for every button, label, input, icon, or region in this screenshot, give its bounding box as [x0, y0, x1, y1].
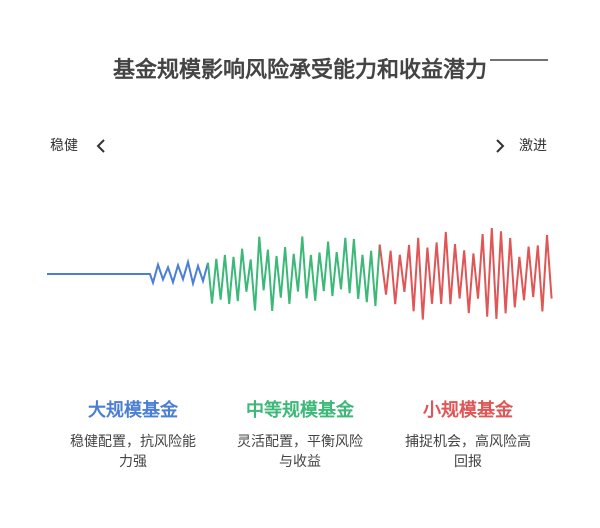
column-description: 捕捉机会，高风险高回报 — [405, 434, 531, 470]
wave-low — [47, 258, 209, 288]
right-chevron — [496, 139, 505, 153]
title: 基金规模影响风险承受能力和收益潜力 — [112, 58, 487, 83]
column-title: 小规模基金 — [423, 400, 513, 421]
scale-left: 稳健 — [50, 138, 78, 154]
left-chevron — [96, 139, 105, 153]
scale-right: 激进 — [519, 138, 547, 154]
column-description: 灵活配置，平衡风险与收益 — [237, 434, 363, 470]
column-title: 大规模基金 — [88, 400, 178, 421]
wave-mid — [207, 236, 381, 311]
column-description: 稳健配置，抗风险能力强 — [70, 434, 196, 470]
column-title: 中等规模基金 — [246, 400, 354, 421]
wave-high — [378, 227, 553, 320]
